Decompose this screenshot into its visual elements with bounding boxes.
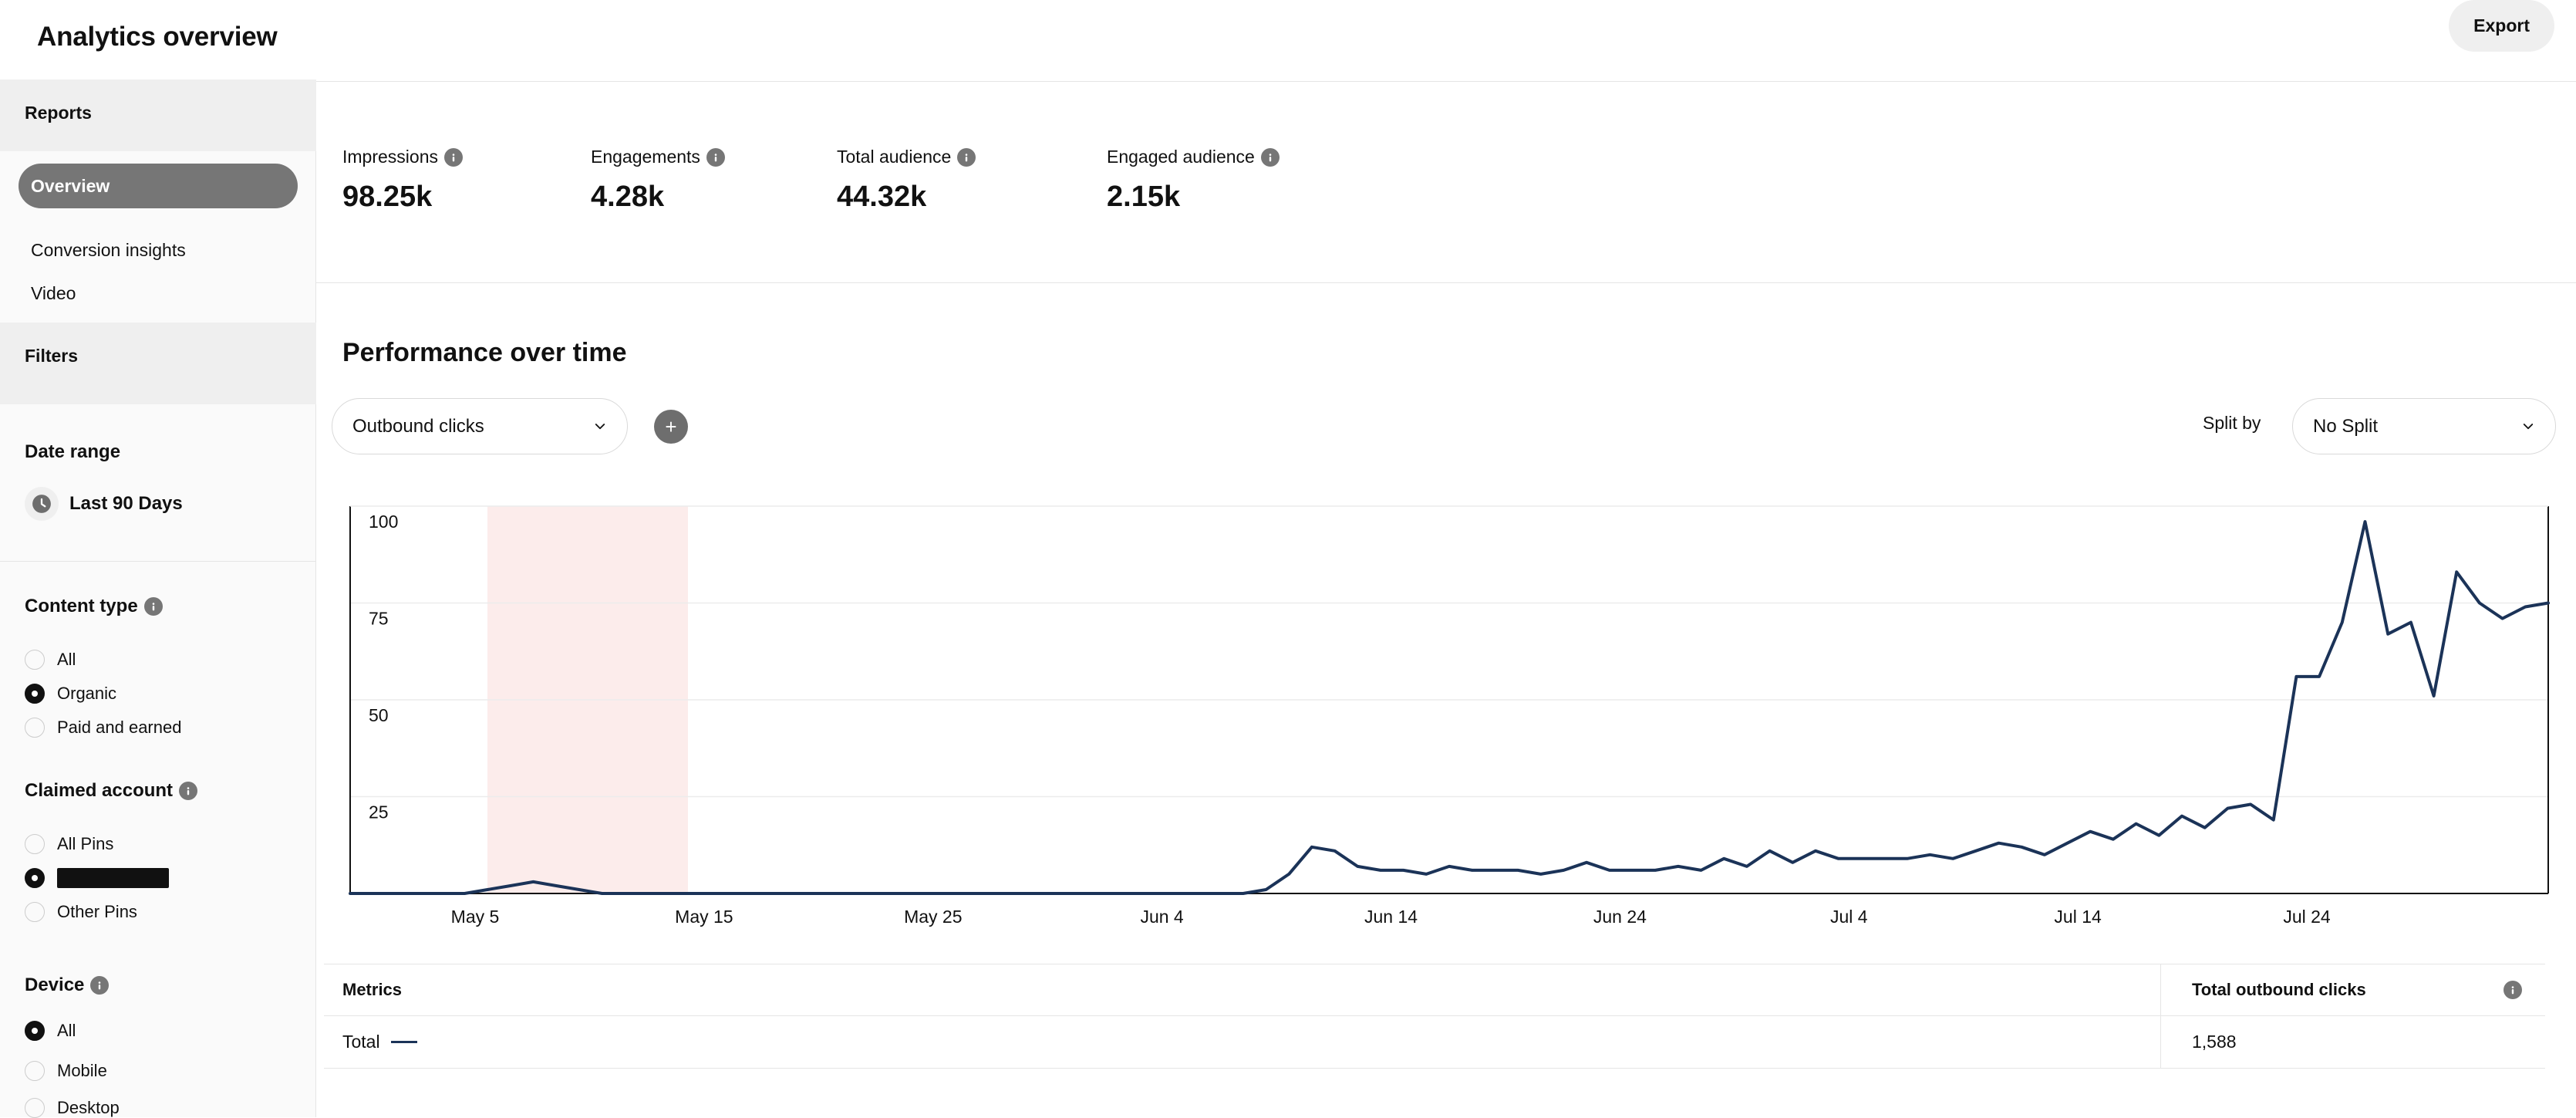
svg-text:Jul 4: Jul 4 xyxy=(1830,907,1868,927)
svg-text:Jun 24: Jun 24 xyxy=(1593,907,1647,927)
svg-text:May 25: May 25 xyxy=(904,907,962,927)
svg-text:Jun 4: Jun 4 xyxy=(1140,907,1183,927)
svg-text:May 15: May 15 xyxy=(675,907,733,927)
svg-text:Jul 24: Jul 24 xyxy=(2283,907,2331,927)
svg-text:25: 25 xyxy=(369,802,389,822)
svg-text:100: 100 xyxy=(369,512,398,532)
svg-text:May 5: May 5 xyxy=(451,907,500,927)
svg-text:50: 50 xyxy=(369,705,389,725)
svg-text:75: 75 xyxy=(369,609,389,629)
svg-text:Jun 14: Jun 14 xyxy=(1364,907,1418,927)
svg-text:Jul 14: Jul 14 xyxy=(2054,907,2102,927)
